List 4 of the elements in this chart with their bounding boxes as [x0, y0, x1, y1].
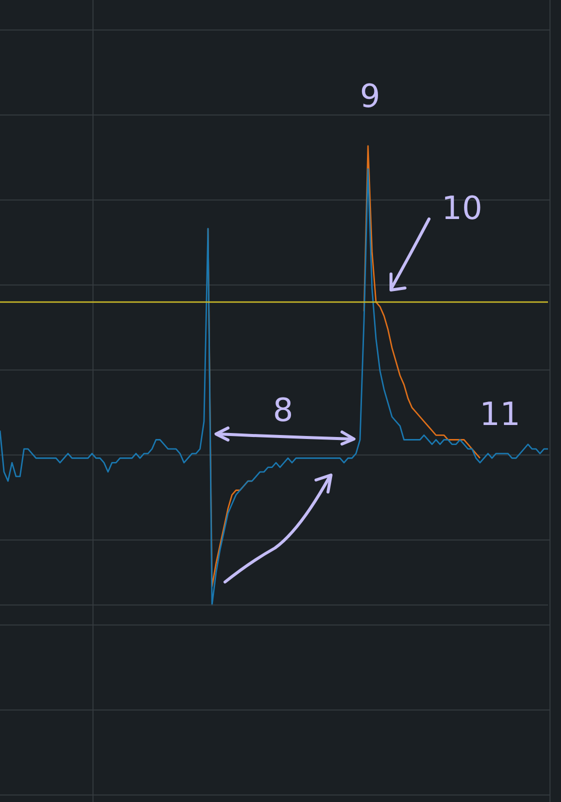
- annotation: 10: [442, 188, 482, 227]
- annotation: 8: [272, 390, 294, 429]
- annotation: 11: [480, 394, 520, 433]
- text: 9: [360, 76, 380, 115]
